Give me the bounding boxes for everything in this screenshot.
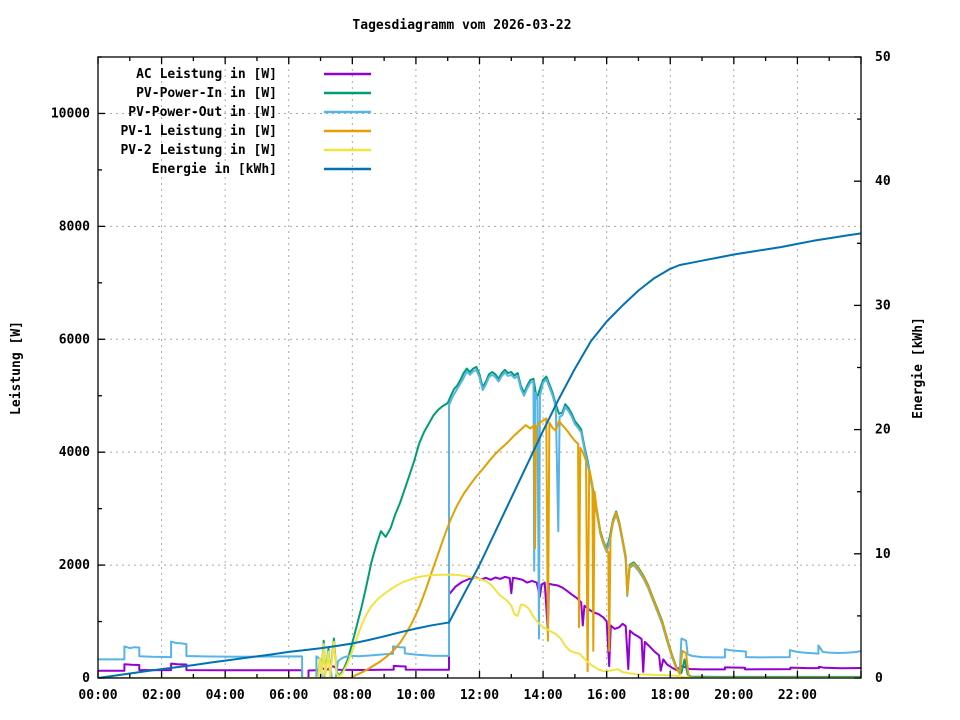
y-right-tick-label: 10: [875, 547, 891, 562]
legend-label-pv-2-leistung-in-w: PV-2 Leistung in [W]: [120, 143, 277, 158]
y-right-tick-label: 40: [875, 174, 891, 189]
series-ac-leistung-in-w: [98, 575, 861, 678]
chart-title: Tagesdiagramm vom 2026-03-22: [352, 18, 571, 33]
legend-label-pv-1-leistung-in-w: PV-1 Leistung in [W]: [120, 124, 277, 139]
y-right-tick-label: 50: [875, 50, 891, 65]
x-tick-label: 02:00: [142, 688, 181, 703]
y-right-tick-label: 20: [875, 423, 891, 438]
series-pv-2-leistung-in-w: [98, 573, 861, 678]
x-tick-label: 16:00: [587, 688, 626, 703]
left-axis-title: Leistung [W]: [9, 321, 24, 415]
right-axis-title: Energie [kWh]: [911, 317, 926, 419]
x-tick-label: 12:00: [460, 688, 499, 703]
y-right-tick-label: 30: [875, 298, 891, 313]
axis-ticks: [97, 56, 862, 679]
y-left-tick-label: 4000: [59, 445, 90, 460]
x-tick-label: 10:00: [396, 688, 435, 703]
gridlines: [98, 57, 861, 678]
legend-label-pv-power-out-in-w: PV-Power-Out in [W]: [128, 105, 277, 120]
x-tick-label: 00:00: [78, 688, 117, 703]
series-pv-power-in-in-w: [98, 365, 861, 678]
axis-tick-labels: 00:00 02:00 04:00 06:00 08:00 10:00 12:00 14:00…: [51, 50, 891, 703]
x-tick-label: 06:00: [269, 688, 308, 703]
series-pv-power-out-in-w: [98, 368, 861, 678]
series-energie-in-kwh: [98, 232, 861, 678]
x-tick-label: 14:00: [524, 688, 563, 703]
legend-label-energie-in-kwh: Energie in [kWh]: [152, 162, 277, 177]
y-left-tick-label: 6000: [59, 332, 90, 347]
x-tick-label: 08:00: [333, 688, 372, 703]
y-right-tick-label: 0: [875, 671, 883, 686]
legend: AC Leistung in [W] PV-Power-In in [W] PV-P…: [120, 67, 371, 177]
y-left-tick-label: 2000: [59, 558, 90, 573]
y-left-tick-label: 10000: [51, 106, 90, 121]
series-pv-1-leistung-in-w: [98, 417, 861, 678]
legend-label-ac-leistung-in-w: AC Leistung in [W]: [136, 67, 277, 82]
y-left-tick-label: 8000: [59, 219, 90, 234]
x-tick-label: 04:00: [206, 688, 245, 703]
legend-label-pv-power-in-in-w: PV-Power-In in [W]: [136, 86, 277, 101]
y-left-tick-label: 0: [82, 671, 90, 686]
x-tick-label: 18:00: [651, 688, 690, 703]
x-tick-label: 20:00: [714, 688, 753, 703]
series-lines: [98, 232, 861, 678]
x-tick-label: 22:00: [778, 688, 817, 703]
